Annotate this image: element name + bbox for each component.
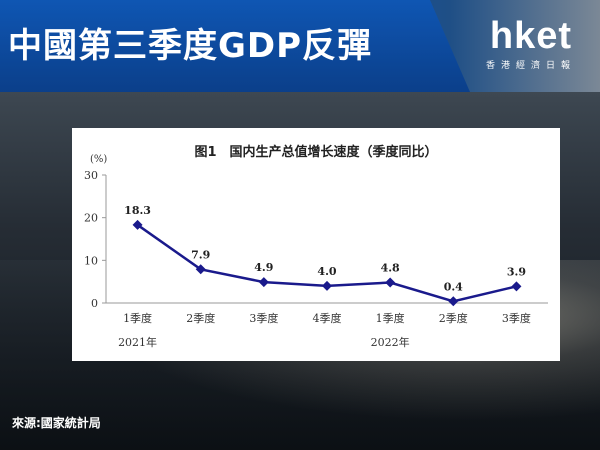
- data-point-marker: [385, 277, 396, 288]
- data-label: 4.9: [254, 261, 273, 274]
- y-tick-label: 20: [84, 212, 98, 225]
- chart-title: 图1 国内生产总值增长速度（季度同比）: [194, 144, 437, 160]
- hket-logo: hket 香港經濟日報: [476, 16, 586, 71]
- data-label: 7.9: [191, 248, 210, 261]
- data-label: 3.9: [507, 265, 526, 278]
- x-tick-label: 3季度: [249, 311, 278, 325]
- year-group-label: 2022年: [371, 335, 410, 349]
- x-tick-label: 3季度: [502, 311, 531, 325]
- data-point-marker: [511, 281, 522, 292]
- data-point-marker: [322, 280, 332, 291]
- source-note: 來源:國家統計局: [12, 416, 101, 430]
- y-tick-label: 30: [84, 169, 98, 182]
- data-label: 18.3: [124, 204, 151, 217]
- year-group-label: 2021年: [118, 335, 157, 349]
- y-axis-unit: (%): [90, 154, 107, 165]
- data-point-marker: [448, 296, 459, 307]
- logo-wordmark: hket: [489, 15, 573, 57]
- line-chart: 图1 国内生产总值增长速度（季度同比） (%) 0 10 20 30 1季度 2季度 3季…: [84, 144, 548, 349]
- x-tick-label: 1季度: [376, 311, 405, 325]
- y-tick-label: 10: [84, 254, 98, 267]
- chart-card: 图1 国内生产总值增长速度（季度同比） (%) 0 10 20 30 1季度 2季度 3季…: [72, 128, 560, 361]
- x-tick-label: 4季度: [313, 311, 342, 325]
- data-point-marker: [258, 277, 269, 288]
- data-label: 0.4: [444, 280, 463, 293]
- logo-subtitle: 香港經濟日報: [485, 61, 576, 71]
- header-bar: 中國第三季度GDP反彈 hket 香港經濟日報: [0, 0, 600, 92]
- page-title: 中國第三季度GDP反彈: [8, 26, 373, 66]
- title-panel: 中國第三季度GDP反彈: [0, 0, 470, 92]
- y-tick-label: 0: [91, 297, 98, 310]
- x-tick-label: 2季度: [439, 311, 468, 325]
- data-label: 4.0: [317, 265, 336, 278]
- data-point-marker: [132, 219, 143, 230]
- x-tick-label: 1季度: [123, 311, 152, 325]
- x-tick-label: 2季度: [186, 311, 215, 325]
- data-label: 4.8: [381, 262, 400, 275]
- data-point-marker: [195, 264, 206, 275]
